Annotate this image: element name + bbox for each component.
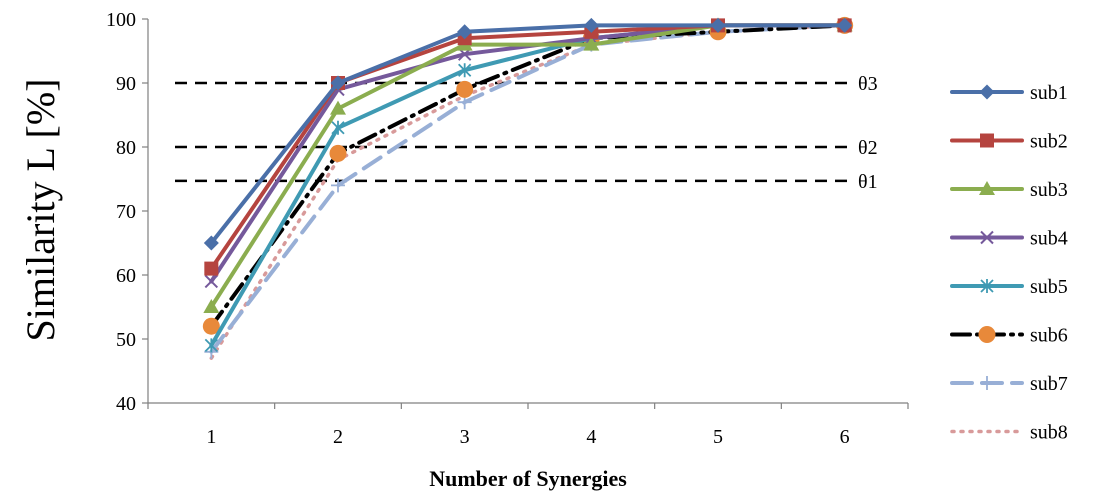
data-point — [204, 274, 219, 289]
data-point — [710, 17, 726, 33]
data-point — [980, 376, 994, 390]
data-point — [979, 84, 995, 100]
threshold-lines: θ3 θ2 θ1 — [175, 73, 878, 193]
series-line — [209, 23, 847, 309]
legend: sub1 sub2 sub3 sub4 sub5 sub6 sub7 sub8 — [950, 82, 1068, 444]
legend-label: sub8 — [1030, 422, 1068, 444]
axes: 40 50 60 70 80 90 100 1 2 3 4 5 6 — [106, 9, 909, 448]
series-sub5 — [204, 18, 852, 353]
legend-label: sub1 — [1030, 82, 1068, 104]
series-sub6 — [202, 16, 854, 335]
y-tick-label: 50 — [116, 329, 136, 351]
data-point — [329, 144, 347, 162]
legend-label: sub6 — [1030, 325, 1068, 347]
data-point — [202, 317, 220, 335]
legend-entry-sub3: sub3 — [950, 179, 1068, 201]
data-point — [980, 279, 994, 293]
legend-entry-sub5: sub5 — [950, 276, 1068, 298]
x-tick-label: 4 — [586, 426, 596, 448]
data-point — [980, 133, 994, 148]
series-sub4 — [204, 18, 852, 289]
data-point — [978, 326, 996, 343]
legend-label: sub4 — [1030, 228, 1068, 250]
legend-label: sub3 — [1030, 179, 1068, 201]
x-tick-label: 5 — [713, 426, 723, 448]
series-line — [209, 23, 847, 245]
data-point — [331, 120, 345, 135]
data-point — [203, 235, 219, 251]
threshold-label: θ3 — [858, 73, 878, 95]
data-point — [204, 261, 219, 276]
legend-entry-sub8: sub8 — [950, 422, 1068, 444]
data-point — [583, 36, 600, 51]
y-tick-label: 70 — [116, 201, 136, 223]
data-point — [330, 75, 346, 91]
data-point — [204, 338, 218, 353]
data-point — [837, 17, 853, 33]
legend-entry-sub4: sub4 — [950, 228, 1068, 250]
y-tick-label: 80 — [116, 137, 136, 159]
y-tick-label: 60 — [116, 265, 136, 287]
plot-series — [202, 16, 854, 360]
data-point — [979, 181, 995, 195]
data-point — [330, 100, 346, 115]
threshold-label: θ2 — [858, 137, 878, 159]
legend-label: sub2 — [1030, 131, 1068, 153]
y-axis-label: Similarity L [%] — [18, 79, 63, 342]
legend-entry-sub1: sub1 — [950, 82, 1068, 104]
legend-entry-sub2: sub2 — [950, 131, 1068, 153]
x-tick-label: 3 — [460, 426, 470, 448]
data-point — [583, 17, 599, 33]
data-point — [203, 299, 220, 313]
y-tick-label: 100 — [106, 9, 136, 31]
y-tick-label: 40 — [116, 393, 136, 415]
data-point — [980, 230, 994, 245]
series-sub1 — [203, 17, 853, 251]
series-line — [209, 23, 847, 329]
legend-entry-sub7: sub7 — [950, 373, 1068, 395]
data-point — [456, 80, 474, 98]
legend-label: sub5 — [1030, 276, 1068, 298]
data-point — [458, 63, 472, 78]
series-line — [209, 23, 847, 354]
legend-label: sub7 — [1030, 373, 1068, 395]
data-point — [331, 178, 345, 193]
y-tick-label: 90 — [116, 73, 136, 95]
x-tick-label: 2 — [333, 426, 343, 448]
x-tick-label: 1 — [206, 426, 216, 448]
x-tick-label: 6 — [840, 426, 850, 448]
data-point — [457, 24, 473, 40]
legend-entry-sub6: sub6 — [950, 325, 1068, 347]
threshold-label: θ1 — [858, 171, 878, 193]
x-axis-label: Number of Synergies — [429, 466, 627, 491]
